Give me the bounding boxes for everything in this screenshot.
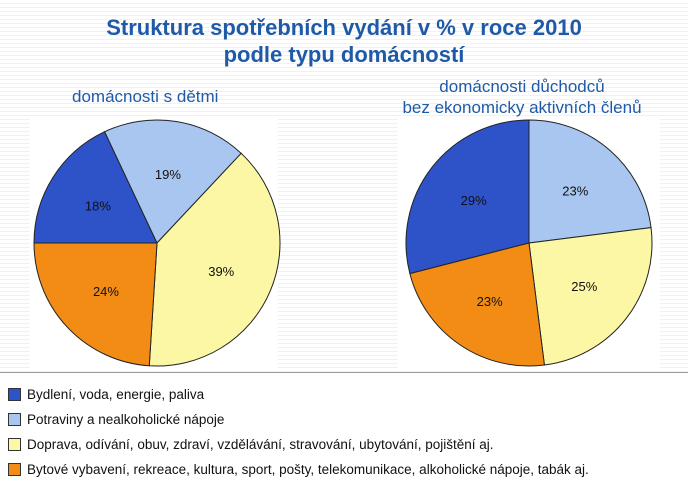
pie-right-slice-food (528, 119, 652, 244)
chart-title-line-2: podle typu domácností (223, 42, 465, 67)
pie-right: 29% 23% 25% 23% (405, 119, 653, 367)
legend-swatch-furnishing (8, 462, 21, 476)
pie-left-slice-transport (148, 152, 281, 367)
pie-right-slice-furnishing (409, 242, 545, 367)
pie-right-title-line-1: domácnosti důchodců (439, 77, 605, 96)
pie-right-label-housing: 29% (461, 193, 487, 208)
legend-item-housing: Bydlení, voda, energie, paliva (8, 384, 204, 404)
legend-item-transport: Doprava, odívání, obuv, zdraví, vzdělává… (8, 434, 494, 454)
pie-right-slice-housing (405, 119, 530, 275)
pie-left-slice-food (103, 119, 242, 244)
legend-label-food: Potraviny a nealkoholické nápoje (27, 411, 225, 427)
pie-left-label-food: 19% (155, 167, 181, 182)
pie-left: 18% 19% 39% 24% (33, 119, 281, 367)
legend-item-furnishing: Bytové vybavení, rekreace, kultura, spor… (8, 459, 589, 479)
pie-left-slice-housing (33, 131, 158, 244)
legend: Bydlení, voda, energie, paliva Potraviny… (0, 372, 688, 482)
pie-right-label-food: 23% (562, 183, 588, 198)
pie-right-title-line-2: bez ekonomicky aktivních členů (402, 98, 642, 117)
pie-left-label-furnishing: 24% (93, 284, 119, 299)
chart-title-line-1: Struktura spotřebních vydání v % v roce … (106, 15, 582, 40)
legend-label-transport: Doprava, odívání, obuv, zdraví, vzdělává… (27, 436, 494, 452)
pie-right-title: domácnosti důchodců bez ekonomicky aktiv… (372, 76, 672, 118)
chart-title: Struktura spotřebních vydání v % v roce … (0, 14, 688, 68)
pie-right-label-transport: 25% (571, 279, 597, 294)
legend-swatch-transport (8, 437, 21, 451)
legend-label-furnishing: Bytové vybavení, rekreace, kultura, spor… (27, 461, 589, 477)
legend-label-housing: Bydlení, voda, energie, paliva (27, 386, 205, 402)
legend-swatch-food (8, 412, 21, 426)
pie-left-title: domácnosti s dětmi (72, 87, 219, 106)
legend-item-food: Potraviny a nealkoholické nápoje (8, 409, 224, 429)
pie-right-panel: 29% 23% 25% 23% (398, 118, 660, 368)
pie-right-label-furnishing: 23% (477, 294, 503, 309)
legend-swatch-housing (8, 387, 21, 401)
pie-right-slice-transport (528, 227, 653, 366)
pie-left-label-transport: 39% (208, 264, 234, 279)
pie-left-panel: 18% 19% 39% 24% (30, 118, 281, 368)
pie-left-label-housing: 18% (85, 198, 111, 213)
pie-left-slice-furnishing (33, 242, 158, 367)
